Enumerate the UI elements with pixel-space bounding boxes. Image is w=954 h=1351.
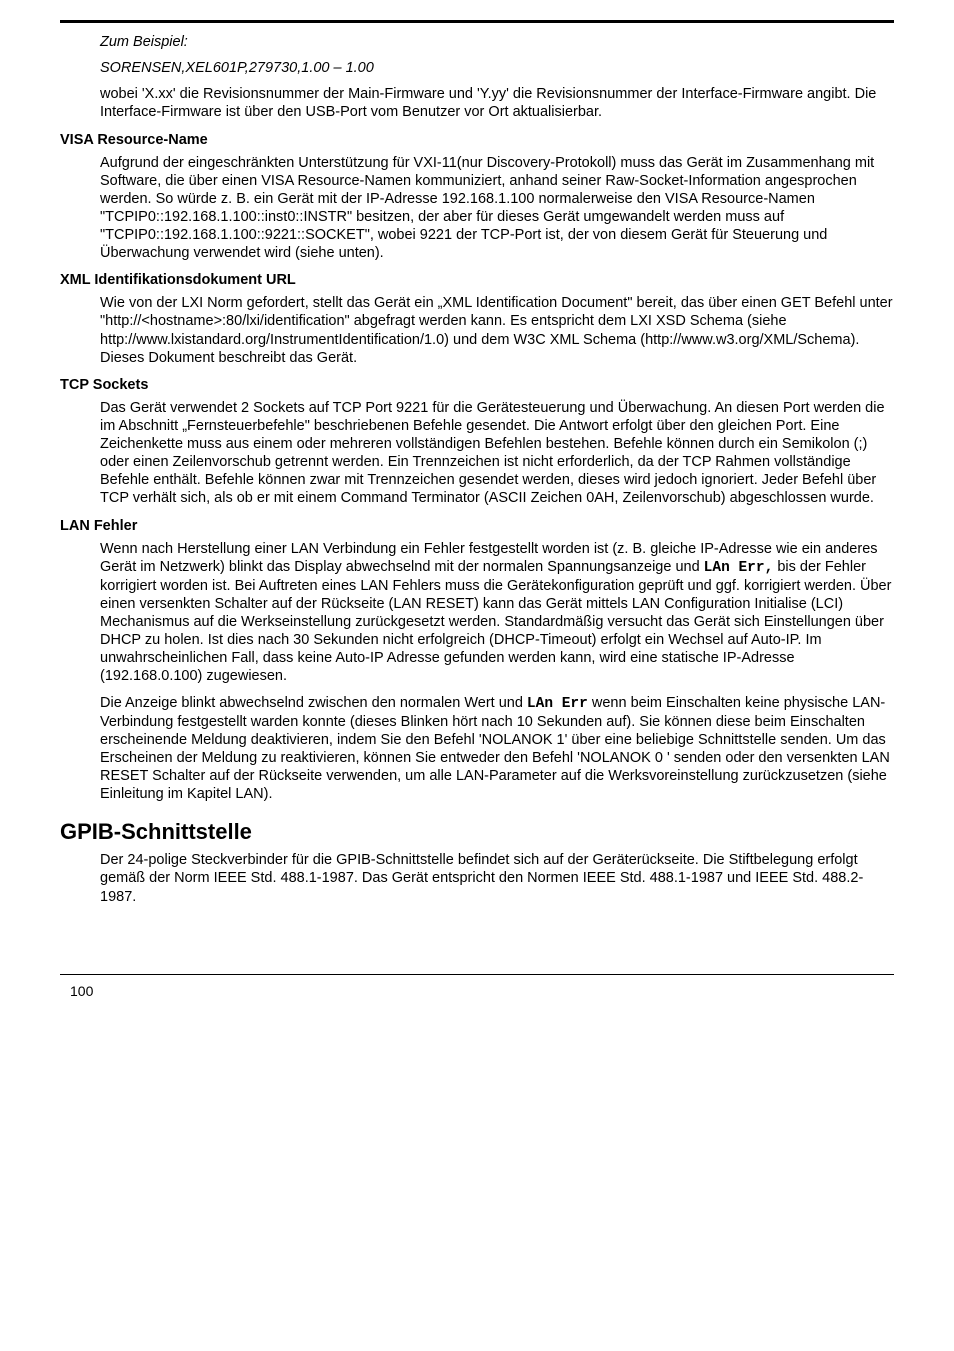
tcp-body: Das Gerät verwendet 2 Sockets auf TCP Po… (100, 399, 894, 508)
visa-heading: VISA Resource-Name (60, 132, 894, 148)
example-value: SORENSEN,XEL601P,279730,1.00 – 1.00 (100, 59, 894, 77)
visa-body: Aufgrund der eingeschränkten Unterstützu… (100, 154, 894, 263)
tcp-block: Das Gerät verwendet 2 Sockets auf TCP Po… (60, 399, 894, 508)
lan-p2-a: Die Anzeige blinkt abwechselnd zwischen … (100, 695, 527, 711)
tcp-heading: TCP Sockets (60, 377, 894, 393)
xml-body: Wie von der LXI Norm gefordert, stellt d… (100, 294, 894, 367)
page-container: Zum Beispiel: SORENSEN,XEL601P,279730,1.… (0, 0, 954, 1029)
lan-heading: LAN Fehler (60, 518, 894, 534)
top-rule (60, 20, 894, 23)
xml-heading: XML Identifikationsdokument URL (60, 272, 894, 288)
intro-block: Zum Beispiel: SORENSEN,XEL601P,279730,1.… (60, 33, 894, 122)
visa-block: Aufgrund der eingeschränkten Unterstützu… (60, 154, 894, 263)
spacer (60, 914, 894, 954)
gpib-body: Der 24-polige Steckverbinder für die GPI… (100, 851, 894, 905)
lan-para-1: Wenn nach Herstellung einer LAN Verbindu… (100, 540, 894, 686)
lan-p1-code: LAn Err, (704, 560, 774, 576)
bottom-rule (60, 974, 894, 975)
lan-p1-b: bis der Fehler korrigiert worden ist. Be… (100, 559, 891, 685)
lan-block: Wenn nach Herstellung einer LAN Verbindu… (60, 540, 894, 804)
lan-para-2: Die Anzeige blinkt abwechselnd zwischen … (100, 694, 894, 804)
page-number: 100 (60, 983, 894, 999)
xml-block: Wie von der LXI Norm gefordert, stellt d… (60, 294, 894, 367)
gpib-heading: GPIB-Schnittstelle (60, 819, 894, 845)
gpib-block: Der 24-polige Steckverbinder für die GPI… (60, 851, 894, 905)
lan-p2-code: LAn Err (527, 696, 588, 712)
example-label: Zum Beispiel: (100, 33, 894, 51)
intro-paragraph: wobei 'X.xx' die Revisionsnummer der Mai… (100, 85, 894, 121)
